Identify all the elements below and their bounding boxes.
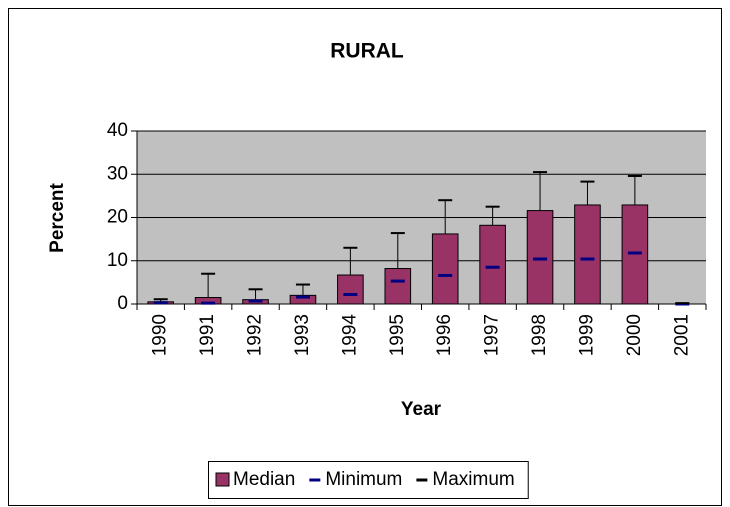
y-tick-label: 20 <box>107 207 128 228</box>
legend-label: Maximum <box>432 469 514 490</box>
bar <box>526 210 554 305</box>
bar <box>574 204 601 305</box>
bar <box>621 204 649 305</box>
x-tick-label: 1997 <box>482 314 503 356</box>
legend-label: Minimum <box>325 469 402 490</box>
x-tick-label: 2000 <box>624 314 645 356</box>
x-tick-label: 1998 <box>529 314 550 356</box>
x-tick-label: 1990 <box>150 314 171 356</box>
y-axis-label: Percent <box>47 182 68 252</box>
y-tick-label: 0 <box>117 293 128 314</box>
legend: Median Minimum Maximum <box>208 461 529 499</box>
x-tick-label: 1994 <box>339 314 360 357</box>
bar <box>337 274 364 305</box>
x-tick-label: 1995 <box>387 314 408 356</box>
x-tick-label: 1992 <box>245 314 266 356</box>
bar <box>384 268 412 305</box>
bar <box>479 224 506 305</box>
x-tick-label: 1991 <box>197 314 218 356</box>
y-tick-label: 10 <box>107 250 128 271</box>
y-tick-label: 40 <box>107 120 128 141</box>
legend-box <box>208 461 529 499</box>
x-tick-label: 1999 <box>576 314 597 356</box>
x-tick-label: 1993 <box>292 314 313 356</box>
x-tick-label: 1996 <box>434 314 455 356</box>
legend-swatch <box>215 472 230 487</box>
x-tick-label: 2001 <box>671 314 692 356</box>
bar <box>431 233 459 305</box>
y-tick-label: 30 <box>107 163 128 184</box>
legend-label: Median <box>233 469 295 490</box>
x-axis-label: Year <box>401 399 442 420</box>
chart-title: RURAL <box>330 40 404 63</box>
